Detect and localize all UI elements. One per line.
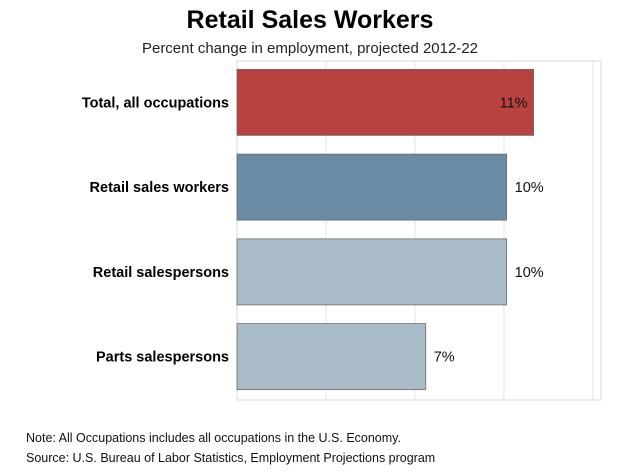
chart-notes: Note: All Occupations includes all occup…: [26, 428, 435, 468]
chart-title: Retail Sales Workers: [186, 6, 434, 34]
bar: [236, 153, 508, 221]
value-label: 10%: [515, 265, 544, 281]
plot-frame: [236, 60, 602, 401]
source-text: Source: U.S. Bureau of Labor Statistics,…: [26, 451, 436, 465]
note-text: Note: All Occupations includes all occup…: [26, 431, 401, 445]
category-label: Retail sales workers: [90, 180, 229, 196]
bar: [236, 238, 508, 306]
chart-subtitle: Percent change in employment, projected …: [141, 40, 479, 57]
bar: [236, 68, 534, 136]
category-label: Retail salespersons: [93, 265, 229, 281]
category-label: Parts salespersons: [96, 350, 229, 366]
bar: [236, 323, 427, 391]
category-label: Total, all occupations: [82, 95, 229, 111]
value-label: 11%: [500, 95, 528, 111]
value-label: 10%: [515, 180, 544, 196]
bar-chart: Total, all occupations 11% Retail sales wo…: [82, 60, 602, 401]
value-label: 7%: [434, 350, 455, 366]
